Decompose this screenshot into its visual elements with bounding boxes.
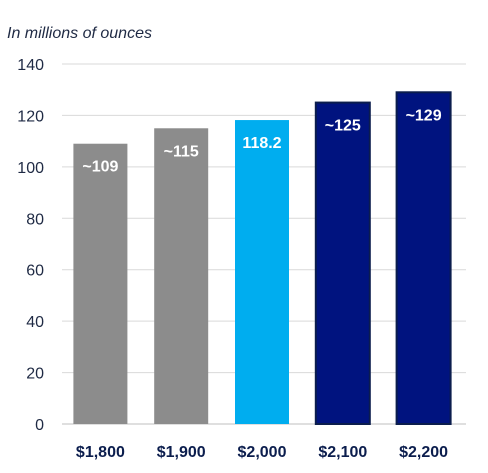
y-tick-label-40: 40 bbox=[26, 314, 44, 331]
bars bbox=[73, 91, 452, 426]
data-label-3: ~125 bbox=[325, 118, 361, 135]
x-tick-label-4: $2,200 bbox=[399, 444, 448, 461]
y-tick-label-80: 80 bbox=[26, 211, 44, 228]
y-tick-label-100: 100 bbox=[17, 160, 44, 177]
y-tick-label-140: 140 bbox=[17, 57, 44, 74]
x-tick-label-2: $2,000 bbox=[238, 444, 287, 461]
data-label-0: ~109 bbox=[82, 159, 118, 176]
y-axis-ticks: 0 20 40 60 80 100 120 140 bbox=[17, 57, 44, 434]
x-tick-label-0: $1,800 bbox=[76, 444, 125, 461]
x-axis-ticks: $1,800 $1,900 $2,000 $2,100 $2,200 bbox=[76, 444, 448, 461]
data-label-2: 118.2 bbox=[242, 135, 281, 152]
bar-1 bbox=[154, 128, 209, 425]
x-tick-label-1: $1,900 bbox=[157, 444, 206, 461]
bar-4 bbox=[395, 91, 452, 426]
bar-3 bbox=[314, 101, 371, 425]
y-tick-label-120: 120 bbox=[17, 108, 44, 125]
data-labels: ~109 ~115 118.2 ~125 ~129 bbox=[82, 107, 441, 175]
y-tick-label-20: 20 bbox=[26, 366, 44, 383]
data-label-4: ~129 bbox=[406, 107, 442, 124]
bar-0 bbox=[73, 143, 128, 424]
data-label-1: ~115 bbox=[164, 143, 199, 160]
x-tick-label-3: $2,100 bbox=[318, 444, 367, 461]
unit-label: In millions of ounces bbox=[7, 25, 152, 42]
bar-2 bbox=[235, 120, 289, 425]
y-tick-label-60: 60 bbox=[26, 263, 44, 280]
y-tick-label-0: 0 bbox=[35, 417, 44, 434]
